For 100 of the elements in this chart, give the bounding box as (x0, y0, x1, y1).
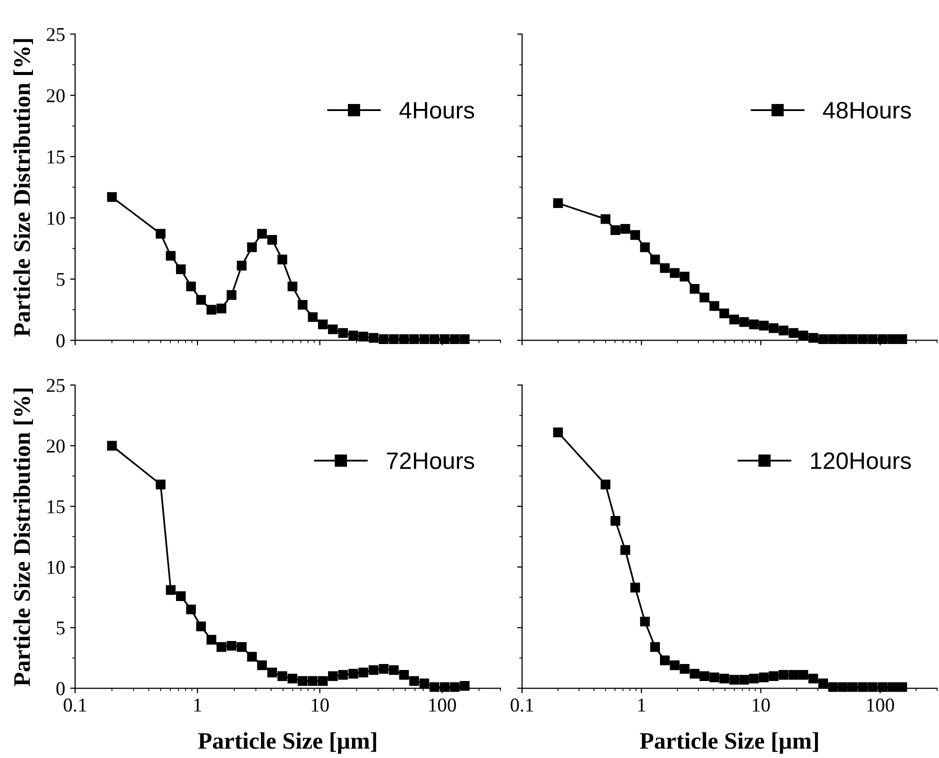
point (206, 634, 216, 645)
point (630, 230, 640, 240)
point (226, 640, 236, 651)
x-axis-title: Particle Size [µm] (640, 732, 818, 754)
legend-label: 120Hours (811, 452, 911, 470)
point (828, 682, 838, 692)
point (166, 250, 176, 261)
x-tick-label: 100 (429, 698, 456, 712)
point (768, 323, 778, 333)
point (778, 326, 788, 336)
y-tick-label: 15 (48, 150, 65, 164)
legend-label: 48Hours (823, 102, 911, 119)
point (640, 242, 650, 252)
y-tick-label: 20 (46, 89, 65, 102)
point (186, 604, 196, 614)
point (690, 668, 700, 679)
y-tick-label: 5 (56, 622, 65, 635)
point (858, 334, 868, 344)
point (768, 671, 778, 681)
point (216, 304, 226, 314)
point (186, 282, 196, 292)
point (328, 324, 338, 334)
point (808, 333, 818, 343)
point (788, 670, 798, 680)
point (680, 272, 690, 282)
point (650, 642, 660, 652)
point (610, 516, 620, 526)
point (308, 676, 318, 686)
point (640, 616, 650, 626)
point (388, 665, 399, 675)
point (848, 682, 858, 692)
point (838, 682, 848, 692)
x-tick-label: 10 (752, 698, 770, 712)
point (166, 585, 176, 595)
point (196, 622, 206, 632)
y-tick-label: 25 (46, 28, 65, 42)
point (348, 330, 358, 340)
x-tick-label: 10 (312, 698, 329, 712)
point (257, 660, 267, 670)
legend-label: 72Hours (386, 452, 474, 470)
y-tick-label: 0 (56, 682, 65, 696)
point (277, 254, 288, 264)
point (620, 545, 630, 555)
point (848, 334, 858, 344)
point (288, 282, 298, 292)
point (818, 678, 828, 688)
point (739, 674, 749, 685)
x-tick-label: 1 (638, 698, 646, 712)
point (328, 671, 338, 681)
point (778, 670, 788, 680)
y-tick-label: 10 (48, 560, 65, 574)
point (388, 334, 399, 344)
point (828, 334, 838, 344)
y-tick-label: 0 (56, 334, 65, 348)
point (610, 225, 620, 235)
point (338, 670, 348, 680)
point (749, 674, 759, 684)
point (430, 334, 440, 344)
point (277, 671, 288, 681)
point (226, 290, 236, 300)
point (868, 334, 878, 344)
point (620, 224, 630, 234)
point (318, 676, 328, 686)
y-tick-label: 15 (48, 500, 65, 514)
point (650, 254, 660, 264)
point (670, 660, 680, 670)
point (888, 334, 898, 344)
point (267, 235, 278, 245)
point (868, 682, 878, 692)
point (409, 334, 419, 344)
point (196, 295, 206, 305)
point (739, 317, 749, 327)
point (660, 263, 670, 273)
point (419, 334, 430, 344)
point (729, 674, 740, 685)
point (670, 268, 680, 278)
point (156, 480, 166, 490)
point (257, 228, 267, 239)
point (758, 672, 769, 682)
point (630, 582, 640, 592)
point (660, 656, 670, 666)
point (156, 228, 166, 239)
point (888, 682, 898, 692)
point (749, 320, 759, 330)
legend-label: 4Hours (399, 102, 474, 119)
y-tick-label: 10 (48, 212, 65, 225)
point (298, 300, 308, 310)
point (247, 242, 257, 252)
point (368, 333, 378, 343)
point (838, 334, 848, 344)
point (176, 591, 186, 601)
point (399, 670, 409, 680)
point (399, 334, 409, 344)
point (267, 668, 278, 678)
point (690, 284, 700, 294)
y-tick-label: 5 (56, 273, 65, 286)
point (798, 330, 808, 340)
point (600, 480, 610, 490)
point (729, 314, 740, 324)
x-tick-label: 1 (194, 698, 202, 712)
